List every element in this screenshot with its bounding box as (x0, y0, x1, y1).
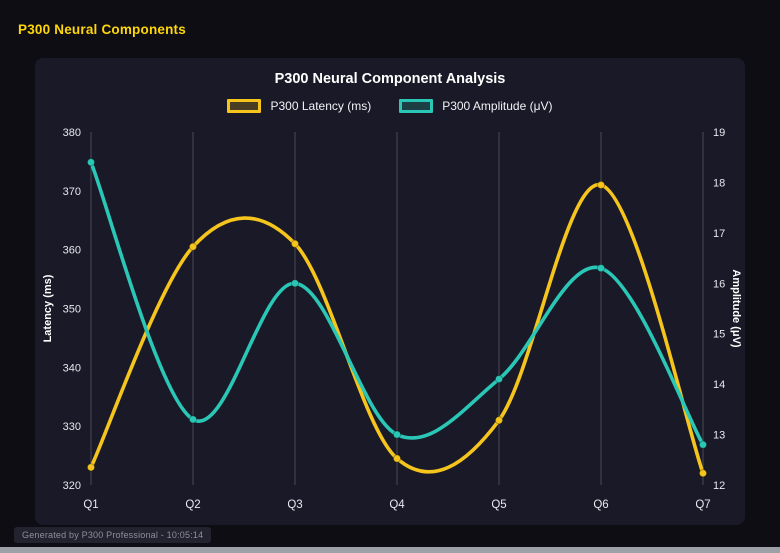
legend-marker (227, 99, 262, 113)
left-axis-tick-label: 360 (63, 245, 81, 257)
x-axis-tick-label: Q3 (287, 499, 302, 511)
right-axis-tick-label: 13 (713, 430, 725, 442)
x-axis-tick-label: Q1 (83, 499, 98, 511)
data-point (86, 463, 96, 472)
left-axis-tick-label: 340 (63, 362, 81, 374)
right-axis-title: Amplitude (μV) (730, 269, 742, 348)
data-point (698, 440, 708, 449)
legend-marker (399, 99, 434, 113)
generated-by-badge: Generated by P300 Professional - 10:05:1… (14, 527, 212, 543)
data-point (290, 239, 300, 248)
right-axis-tick-label: 19 (713, 127, 725, 139)
data-point (698, 469, 708, 478)
left-axis-tick-label: 370 (63, 186, 81, 198)
data-point (494, 416, 504, 425)
left-axis-tick-label: 320 (63, 480, 81, 492)
line-chart: 320 330 340 350 360 370 380 12 13 14 15 16 17 18 19 Q1 Q… (42, 127, 742, 511)
chart-panel: P300 Neural Component Analysis P300 Late… (35, 58, 745, 525)
left-axis-tick-label: 330 (63, 421, 81, 433)
data-point (188, 415, 198, 424)
right-axis-tick-label: 17 (713, 228, 725, 240)
x-axis-tick-label: Q5 (491, 499, 506, 511)
chart-legend: P300 Latency (ms) P300 Amplitude (μV) (35, 92, 745, 120)
data-point (392, 454, 402, 463)
right-axis-tick-label: 15 (713, 329, 725, 341)
data-point (86, 158, 96, 167)
left-axis-title: Latency (ms) (42, 274, 54, 342)
left-axis-tick-label: 380 (63, 127, 81, 139)
right-axis-tick-label: 16 (713, 278, 725, 290)
data-point (494, 375, 504, 384)
data-point (392, 430, 402, 439)
chart-title: P300 Neural Component Analysis (274, 71, 506, 87)
right-axis-tick-label: 14 (713, 379, 725, 391)
data-point (596, 180, 606, 190)
x-axis-tick-label: Q4 (389, 499, 405, 511)
horizontal-scrollbar[interactable] (0, 547, 780, 553)
data-point (290, 279, 300, 288)
legend-label: P300 Amplitude (μV) (442, 99, 553, 113)
x-axis-tick-label: Q7 (695, 499, 710, 511)
page-title: P300 Neural Components (18, 22, 186, 37)
data-point (188, 242, 198, 251)
data-point (596, 264, 606, 273)
right-axis-tick-label: 12 (713, 480, 725, 492)
right-axis-tick-label: 18 (713, 177, 725, 189)
x-axis-tick-label: Q2 (185, 499, 200, 511)
legend-item[interactable]: P300 Latency (ms) (227, 99, 371, 113)
x-axis-tick-label: Q6 (593, 499, 608, 511)
legend-label: P300 Latency (ms) (270, 99, 372, 113)
left-axis-tick-label: 350 (63, 304, 81, 316)
legend-item[interactable]: P300 Amplitude (μV) (399, 99, 553, 113)
